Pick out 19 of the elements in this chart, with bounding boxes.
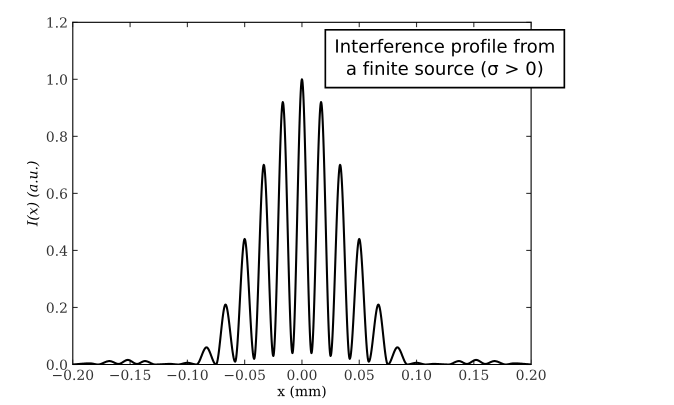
y-tick-label: 0.2 [46, 302, 67, 313]
x-tick-label: 0.00 [287, 370, 316, 380]
y-axis-title: I(x) (a.u.) [26, 162, 40, 226]
x-tick-label: 0.15 [459, 370, 488, 380]
x-tick-label: −0.15 [110, 370, 150, 380]
x-tick-label: −0.05 [224, 370, 265, 380]
x-tick-label: 0.10 [402, 370, 432, 380]
y-tick-label: 1.0 [48, 74, 68, 85]
y-tick-label: 0.6 [46, 188, 68, 199]
y-tick-label: 0.0 [46, 359, 68, 370]
x-tick-label: −0.10 [168, 370, 208, 380]
y-tick-label: 0.4 [46, 245, 68, 256]
x-tick-label: 0.20 [516, 370, 546, 380]
x-tick-label: −0.20 [52, 370, 94, 380]
x-tick-label: 0.05 [344, 370, 374, 380]
x-axis-title: x (mm) [277, 386, 326, 398]
annotation: Interference profile from a finite source (σ > 0) [336, 38, 554, 78]
y-tick-label: 1.2 [48, 17, 67, 28]
y-tick-label: 0.8 [46, 131, 67, 142]
